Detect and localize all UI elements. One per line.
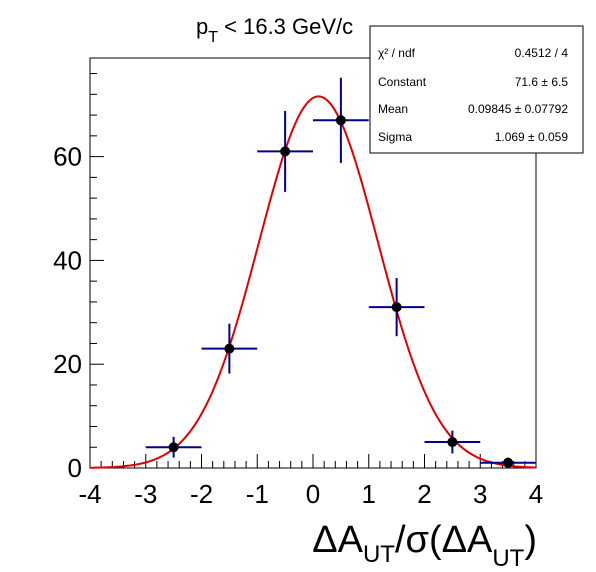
x-axis-title-part1: ΔA [312, 519, 363, 561]
x-axis-title-sub1: UT [363, 541, 395, 568]
x-tick-label: 2 [417, 479, 431, 509]
x-tick-label: -1 [246, 479, 269, 509]
stats-value-constant: 71.6 ± 6.5 [515, 75, 569, 89]
title-subscript: T [208, 29, 218, 46]
data-point [224, 343, 235, 354]
title-prefix: p [196, 14, 208, 39]
y-tick-label: 0 [68, 453, 82, 483]
stats-box: χ² / ndf 0.4512 / 4 Constant 71.6 ± 6.5 … [369, 25, 584, 154]
data-point [280, 146, 291, 157]
stats-value-sigma: 1.069 ± 0.059 [495, 130, 569, 144]
title-rest: < 16.3 GeV/c [218, 14, 353, 39]
x-tick-label: -4 [78, 479, 101, 509]
data-point [503, 457, 514, 468]
x-tick-labels: -4 -3 -2 -1 0 1 2 3 4 [78, 479, 543, 509]
data-points [145, 77, 536, 468]
y-tick-labels: 0 20 40 60 [53, 142, 82, 483]
x-tick-label: 4 [529, 479, 543, 509]
y-tick-label: 20 [53, 349, 82, 379]
x-tick-label: -2 [190, 479, 213, 509]
fit-curve-group [89, 95, 537, 469]
x-axis-title-sub2: UT [492, 545, 524, 572]
y-tick-label: 60 [53, 142, 82, 172]
x-tick-label: -3 [134, 479, 157, 509]
stats-box-frame [369, 25, 584, 154]
x-axis-title-part3: ) [524, 519, 537, 561]
stats-value-chi2: 0.4512 / 4 [515, 46, 569, 60]
data-point [335, 115, 346, 126]
data-point [168, 442, 179, 453]
x-tick-label: 1 [362, 479, 376, 509]
fit-curve [89, 95, 537, 469]
data-point [447, 437, 458, 448]
stats-label-sigma: Sigma [378, 130, 412, 144]
x-axis-title: ΔAUT/σ(ΔAUT) [312, 519, 537, 572]
stats-label-chi2: χ² / ndf [378, 46, 416, 60]
stats-label-mean: Mean [378, 102, 408, 116]
plot-title: pT < 16.3 GeV/c [196, 14, 353, 46]
x-tick-label: 0 [306, 479, 320, 509]
y-tick-label: 40 [53, 245, 82, 275]
data-point [391, 302, 402, 313]
x-tick-label: 3 [473, 479, 487, 509]
x-axis-title-part2: /σ(ΔA [395, 519, 493, 561]
stats-label-constant: Constant [378, 75, 427, 89]
stats-value-mean: 0.09845 ± 0.07792 [468, 102, 568, 116]
